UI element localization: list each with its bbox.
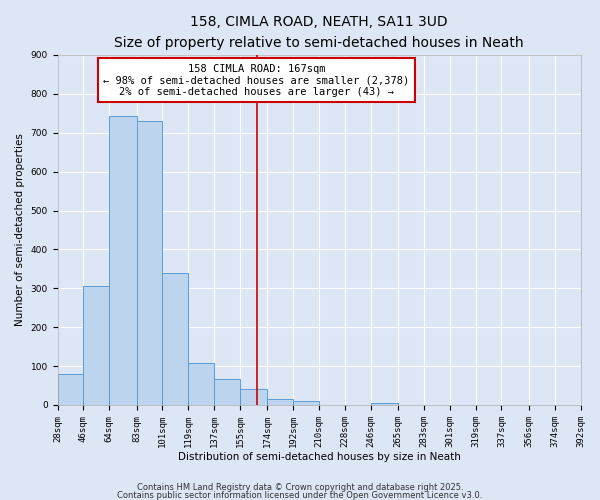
Title: 158, CIMLA ROAD, NEATH, SA11 3UD
Size of property relative to semi-detached hous: 158, CIMLA ROAD, NEATH, SA11 3UD Size of… bbox=[114, 15, 524, 50]
Bar bbox=[137, 121, 163, 405]
Bar bbox=[188, 363, 214, 405]
Text: Contains HM Land Registry data © Crown copyright and database right 2025.: Contains HM Land Registry data © Crown c… bbox=[137, 484, 463, 492]
Y-axis label: Number of semi-detached properties: Number of semi-detached properties bbox=[15, 134, 25, 326]
Bar bbox=[293, 401, 319, 405]
Bar bbox=[240, 390, 267, 405]
Bar bbox=[214, 378, 240, 405]
Bar bbox=[58, 374, 83, 405]
Bar bbox=[109, 116, 137, 405]
Bar bbox=[163, 272, 188, 405]
Text: Contains public sector information licensed under the Open Government Licence v3: Contains public sector information licen… bbox=[118, 491, 482, 500]
Bar bbox=[371, 403, 398, 405]
Bar bbox=[267, 399, 293, 405]
Text: 158 CIMLA ROAD: 167sqm
← 98% of semi-detached houses are smaller (2,378)
2% of s: 158 CIMLA ROAD: 167sqm ← 98% of semi-det… bbox=[103, 64, 409, 97]
Bar bbox=[83, 286, 109, 405]
X-axis label: Distribution of semi-detached houses by size in Neath: Distribution of semi-detached houses by … bbox=[178, 452, 460, 462]
